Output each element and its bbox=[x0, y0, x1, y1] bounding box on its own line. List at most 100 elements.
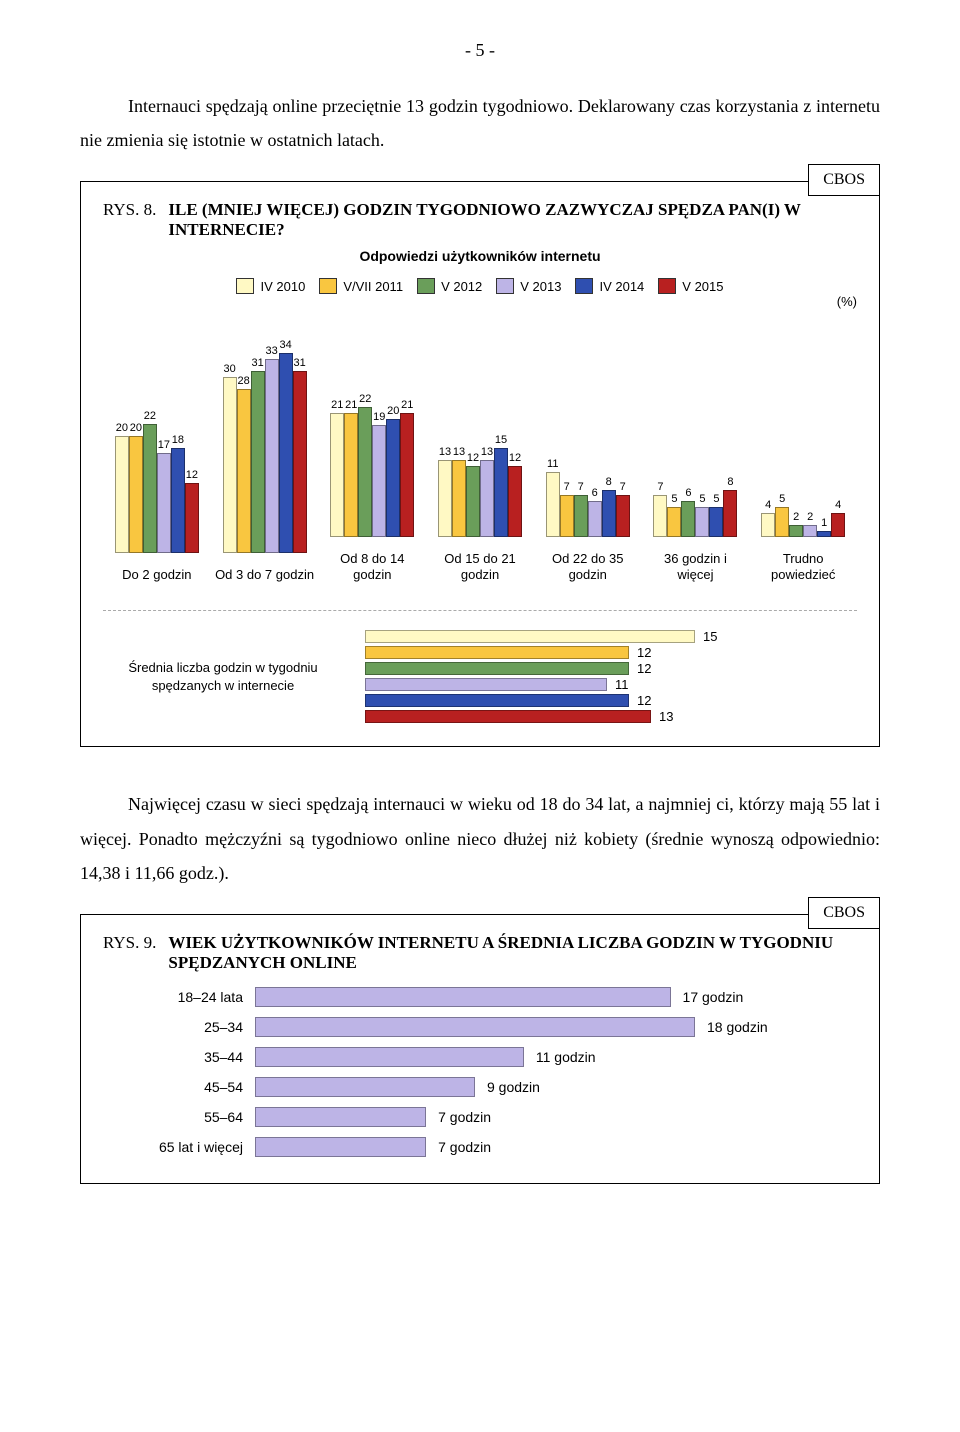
legend-label: V 2015 bbox=[682, 279, 723, 294]
age-bar-row: 18–24 lata17 godzin bbox=[133, 987, 827, 1007]
age-value: 9 godzin bbox=[487, 1079, 540, 1095]
bar-wrap: 12 bbox=[466, 453, 480, 537]
bar-wrap: 31 bbox=[293, 358, 307, 553]
bar-value: 31 bbox=[251, 358, 263, 369]
bar bbox=[560, 495, 574, 536]
bar-wrap: 12 bbox=[508, 453, 522, 537]
bar-wrap: 5 bbox=[775, 494, 789, 536]
bar bbox=[803, 525, 817, 537]
bar-value: 6 bbox=[592, 488, 598, 499]
bar-value: 2 bbox=[807, 512, 813, 523]
bar-wrap: 7 bbox=[574, 482, 588, 536]
bar-wrap: 20 bbox=[129, 423, 143, 554]
figure-8-heading: RYS. 8. ILE (MNIEJ WIĘCEJ) GODZIN TYGODN… bbox=[103, 200, 857, 240]
legend-label: IV 2014 bbox=[599, 279, 644, 294]
legend-swatch bbox=[496, 278, 514, 294]
avg-bar bbox=[365, 710, 651, 723]
bar-value: 18 bbox=[172, 435, 184, 446]
bar bbox=[588, 501, 602, 536]
bar-wrap: 4 bbox=[831, 500, 845, 537]
legend-item: V 2013 bbox=[496, 278, 561, 294]
bar-group: 202022171812Do 2 godzin bbox=[103, 323, 211, 584]
avg-bar-row: 15 bbox=[365, 629, 857, 644]
bar-wrap: 20 bbox=[115, 423, 129, 554]
bar bbox=[775, 507, 789, 536]
bar-value: 20 bbox=[387, 406, 399, 417]
age-value: 7 godzin bbox=[438, 1109, 491, 1125]
bar-wrap: 6 bbox=[681, 488, 695, 536]
bar bbox=[616, 495, 630, 536]
bar-value: 8 bbox=[606, 477, 612, 488]
legend-label: V/VII 2011 bbox=[343, 279, 403, 294]
bar bbox=[143, 424, 157, 553]
age-category: 35–44 bbox=[133, 1049, 243, 1065]
bar-wrap: 19 bbox=[372, 412, 386, 537]
figure-9-title: WIEK UŻYTKOWNIKÓW INTERNETU A ŚREDNIA LI… bbox=[168, 933, 857, 973]
bar bbox=[129, 436, 143, 554]
bar bbox=[171, 448, 185, 554]
group-label: Od 15 do 21 godzin bbox=[430, 551, 530, 585]
figure-8-chart: (%) 202022171812Do 2 godzin302831333431O… bbox=[103, 314, 857, 584]
bar-value: 1 bbox=[821, 518, 827, 529]
bar bbox=[494, 448, 508, 536]
avg-bar-row: 12 bbox=[365, 661, 857, 676]
bar bbox=[223, 377, 237, 553]
group-label: Do 2 godzin bbox=[122, 567, 191, 584]
bar bbox=[115, 436, 129, 554]
bar-value: 13 bbox=[453, 447, 465, 458]
legend-swatch bbox=[658, 278, 676, 294]
bar-value: 31 bbox=[293, 358, 305, 369]
bar-group: 212122192021Od 8 do 14 godzin bbox=[318, 307, 426, 585]
bar bbox=[358, 407, 372, 536]
bar-wrap: 15 bbox=[494, 435, 508, 536]
bar bbox=[438, 460, 452, 536]
bar-group: 75655836 godzin i więcej bbox=[642, 307, 750, 585]
figure-8-average-bars: 151212111213 bbox=[365, 629, 857, 724]
cbos-tag: CBOS bbox=[808, 897, 880, 929]
bar-wrap: 30 bbox=[223, 364, 237, 553]
bar bbox=[761, 513, 775, 537]
bar-wrap: 11 bbox=[546, 459, 560, 537]
bar-value: 5 bbox=[713, 494, 719, 505]
bar bbox=[372, 425, 386, 537]
bar bbox=[831, 513, 845, 537]
bar bbox=[546, 472, 560, 537]
avg-value: 12 bbox=[637, 661, 651, 676]
bar bbox=[330, 413, 344, 537]
bar-wrap: 22 bbox=[358, 394, 372, 536]
page-number: - 5 - bbox=[80, 40, 880, 61]
age-category: 18–24 lata bbox=[133, 989, 243, 1005]
group-label: Od 22 do 35 godzin bbox=[538, 551, 638, 585]
age-category: 45–54 bbox=[133, 1079, 243, 1095]
legend-label: IV 2010 bbox=[260, 279, 305, 294]
bar bbox=[667, 507, 681, 536]
age-bar bbox=[255, 1047, 524, 1067]
bar-wrap: 12 bbox=[185, 470, 199, 554]
figure-9-box: CBOS RYS. 9. WIEK UŻYTKOWNIKÓW INTERNETU… bbox=[80, 914, 880, 1184]
bar-wrap: 13 bbox=[480, 447, 494, 536]
bar-value: 21 bbox=[345, 400, 357, 411]
figure-8-average-label: Średnia liczba godzin w tygodniu spędzan… bbox=[103, 659, 343, 695]
bar bbox=[508, 466, 522, 537]
age-category: 25–34 bbox=[133, 1019, 243, 1035]
bar bbox=[466, 466, 480, 537]
bar-set: 202022171812 bbox=[115, 323, 199, 553]
age-value: 18 godzin bbox=[707, 1019, 768, 1035]
bar bbox=[237, 389, 251, 554]
avg-bar bbox=[365, 630, 695, 643]
avg-value: 13 bbox=[659, 709, 673, 724]
bar-wrap: 1 bbox=[817, 518, 831, 537]
bar-value: 20 bbox=[116, 423, 128, 434]
avg-value: 12 bbox=[637, 645, 651, 660]
bar-wrap: 33 bbox=[265, 346, 279, 553]
bar-wrap: 2 bbox=[789, 512, 803, 537]
figure-8-title: ILE (MNIEJ WIĘCEJ) GODZIN TYGODNIOWO ZAZ… bbox=[168, 200, 857, 240]
avg-bar-row: 12 bbox=[365, 645, 857, 660]
figure-8-label: RYS. 8. bbox=[103, 200, 156, 220]
bar-value: 4 bbox=[765, 500, 771, 511]
legend-item: V 2012 bbox=[417, 278, 482, 294]
bar bbox=[452, 460, 466, 536]
bar bbox=[723, 490, 737, 537]
bar-wrap: 5 bbox=[667, 494, 681, 536]
age-bar-row: 45–54 9 godzin bbox=[133, 1077, 827, 1097]
